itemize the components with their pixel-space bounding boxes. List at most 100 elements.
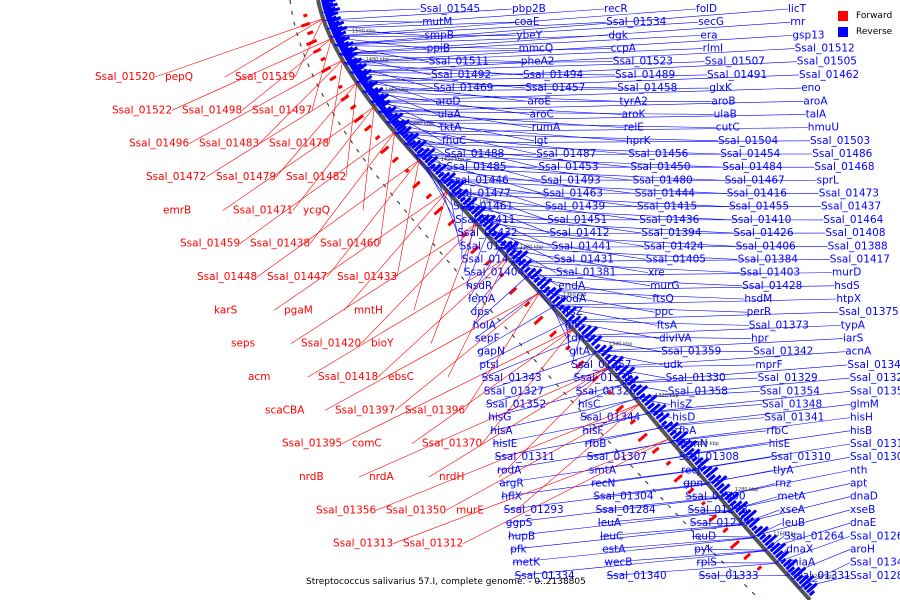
reverse-gene-label: Ssal_01512 bbox=[795, 43, 855, 55]
reverse-feature bbox=[346, 57, 353, 63]
leader-line bbox=[349, 48, 795, 73]
leader-line bbox=[438, 181, 458, 234]
reverse-feature bbox=[523, 266, 531, 274]
leader-line bbox=[273, 190, 448, 311]
leader-line bbox=[241, 38, 332, 111]
leader-line bbox=[461, 206, 642, 234]
leader-line bbox=[414, 154, 723, 168]
reverse-gene-label: Ssal_01507 bbox=[705, 56, 765, 68]
legend: Forward Reverse bbox=[838, 8, 892, 40]
reverse-feature bbox=[702, 465, 713, 476]
leader-line bbox=[501, 470, 697, 498]
leader-line bbox=[647, 404, 763, 413]
reverse-feature bbox=[806, 582, 818, 594]
forward-feature bbox=[607, 390, 613, 396]
reverse-gene-label: Ssal_01307 bbox=[587, 451, 647, 463]
leader-line bbox=[403, 140, 811, 144]
reverse-gene-label: Ssal_01331 bbox=[791, 570, 851, 582]
reverse-gene-label: aroH bbox=[850, 543, 875, 555]
forward-gene-label: karS bbox=[214, 304, 238, 316]
reverse-gene-label: Ssal_01330 bbox=[666, 372, 726, 384]
reverse-feature bbox=[511, 249, 523, 260]
reverse-feature bbox=[542, 285, 551, 294]
reverse-gene-label: rplS bbox=[696, 557, 717, 569]
leader-line bbox=[742, 509, 780, 524]
forward-feature bbox=[363, 124, 373, 132]
leader-line bbox=[499, 456, 685, 484]
forward-swatch bbox=[838, 11, 848, 21]
reverse-gene-label: pbp2B bbox=[512, 3, 546, 15]
reverse-gene-label: Ssal_01344 bbox=[580, 412, 640, 424]
reverse-gene-label: hisD bbox=[672, 412, 695, 424]
forward-gene-label: Ssal_01312 bbox=[403, 538, 463, 550]
reverse-gene-label: Ssal_01424 bbox=[644, 240, 704, 252]
leader-line bbox=[334, 8, 789, 46]
leader-line bbox=[595, 497, 720, 511]
leader-line bbox=[309, 132, 395, 244]
leader-line bbox=[490, 398, 637, 432]
forward-gene-label: pepQ bbox=[165, 71, 193, 83]
reverse-feature bbox=[751, 525, 758, 532]
reverse-feature bbox=[660, 420, 668, 427]
reverse-feature bbox=[610, 355, 625, 368]
reverse-feature bbox=[764, 534, 778, 547]
reverse-feature bbox=[716, 482, 725, 492]
reverse-feature bbox=[808, 590, 816, 597]
leader-line bbox=[404, 143, 721, 155]
reverse-gene-label: Ssal_01450 bbox=[630, 161, 690, 173]
reverse-gene-label: Ssal_01373 bbox=[749, 319, 809, 331]
reverse-gene-label: Ssal_01426 bbox=[733, 227, 793, 239]
reverse-gene-label: ulaB bbox=[714, 108, 737, 120]
reverse-feature bbox=[680, 439, 692, 450]
reverse-gene-label: tktA bbox=[440, 122, 462, 134]
leader-line bbox=[414, 155, 633, 181]
leader-line bbox=[369, 87, 802, 102]
reverse-feature bbox=[404, 132, 415, 142]
leader-line bbox=[378, 111, 535, 142]
leader-line bbox=[566, 321, 570, 352]
reverse-gene-label: Ssal_01462 bbox=[799, 69, 859, 81]
forward-gene-label: Ssal_01350 bbox=[386, 504, 446, 516]
reverse-feature bbox=[782, 558, 793, 568]
leader-line bbox=[464, 292, 540, 411]
leader-line bbox=[707, 470, 774, 484]
reverse-gene-label: aroE bbox=[527, 95, 551, 107]
scale-tick-label: 1300 kbp bbox=[695, 441, 719, 447]
reverse-feature bbox=[649, 403, 661, 414]
scale-tick-label: 1280 kbp bbox=[735, 487, 759, 493]
forward-gene-label: nrdB bbox=[299, 471, 324, 483]
reverse-gene-label: Ssal_01417 bbox=[830, 253, 890, 265]
reverse-gene-label: Ssal_01412 bbox=[549, 227, 609, 239]
reverse-gene-label: Ssal_01359 bbox=[661, 346, 721, 358]
leader-line bbox=[511, 259, 830, 262]
reverse-feature bbox=[555, 296, 567, 308]
reverse-gene-label: dnaD bbox=[850, 491, 878, 503]
reverse-feature bbox=[485, 222, 494, 231]
reverse-gene-label: xseA bbox=[780, 504, 806, 516]
leader-line bbox=[488, 384, 624, 418]
reverse-feature bbox=[590, 335, 603, 347]
reverse-gene-label: rnr bbox=[790, 16, 806, 28]
reverse-gene-label: Ssal_01453 bbox=[538, 161, 598, 173]
leader-line bbox=[498, 247, 738, 260]
reverse-feature bbox=[411, 139, 422, 150]
leader-line bbox=[604, 550, 766, 563]
forward-gene-label: comC bbox=[352, 438, 382, 450]
reverse-feature bbox=[345, 51, 358, 61]
leader-line bbox=[378, 112, 445, 155]
reverse-feature bbox=[321, 1, 330, 6]
reverse-feature bbox=[740, 508, 752, 520]
forward-gene-label: Ssal_01483 bbox=[199, 138, 259, 150]
reverse-feature bbox=[378, 99, 391, 110]
reverse-feature bbox=[652, 403, 667, 417]
reverse-feature bbox=[677, 438, 686, 447]
leader-line bbox=[370, 101, 443, 142]
forward-feature bbox=[575, 360, 585, 370]
forward-gene-label: Ssal_01520 bbox=[95, 71, 155, 83]
leader-line bbox=[334, 45, 519, 49]
leader-line bbox=[334, 21, 699, 46]
reverse-gene-label: Ssal_01403 bbox=[740, 267, 800, 279]
leader-line bbox=[311, 38, 332, 111]
reverse-feature bbox=[658, 412, 670, 424]
reverse-feature bbox=[530, 268, 543, 280]
